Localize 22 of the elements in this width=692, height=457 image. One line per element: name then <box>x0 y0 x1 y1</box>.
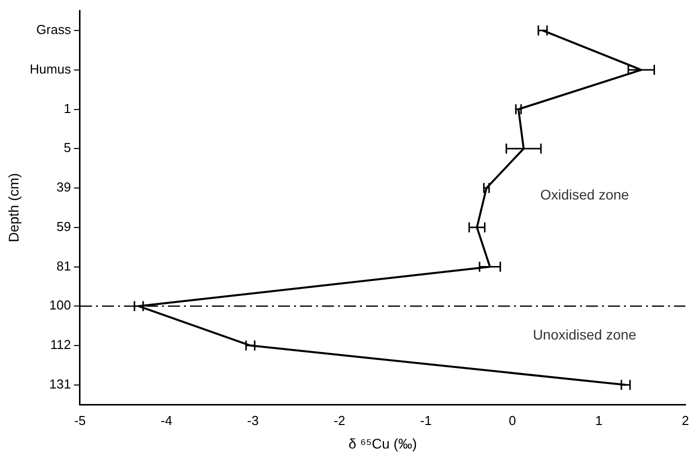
x-tick-label: -3 <box>247 412 259 428</box>
x-axis-title: δ ⁶⁵Cu (‰) <box>348 435 417 452</box>
y-tick-label: 1 <box>64 100 71 116</box>
x-tick-label: -1 <box>420 412 432 428</box>
x-tick-label: 1 <box>595 412 603 428</box>
annotation: Unoxidised zone <box>532 326 637 343</box>
y-tick-label: 112 <box>50 337 71 352</box>
y-tick-label: 59 <box>56 218 71 234</box>
x-tick-label: 2 <box>682 412 689 428</box>
y-tick-label: 81 <box>56 258 71 274</box>
y-tick-label: Humus <box>30 61 72 76</box>
y-axis-title: Depth (cm) <box>5 173 22 242</box>
y-tick-label: Grass <box>36 22 72 38</box>
y-tick-label: 131 <box>49 376 71 392</box>
x-tick-label: -5 <box>74 412 86 428</box>
x-tick-label: 0 <box>508 412 516 428</box>
x-tick-label: -2 <box>334 412 346 428</box>
x-tick-label: -4 <box>160 412 172 428</box>
y-tick-label: 39 <box>56 180 71 195</box>
y-tick-label: 5 <box>64 140 71 156</box>
y-tick-label: 100 <box>49 298 71 313</box>
annotation: Oxidised zone <box>540 186 630 203</box>
